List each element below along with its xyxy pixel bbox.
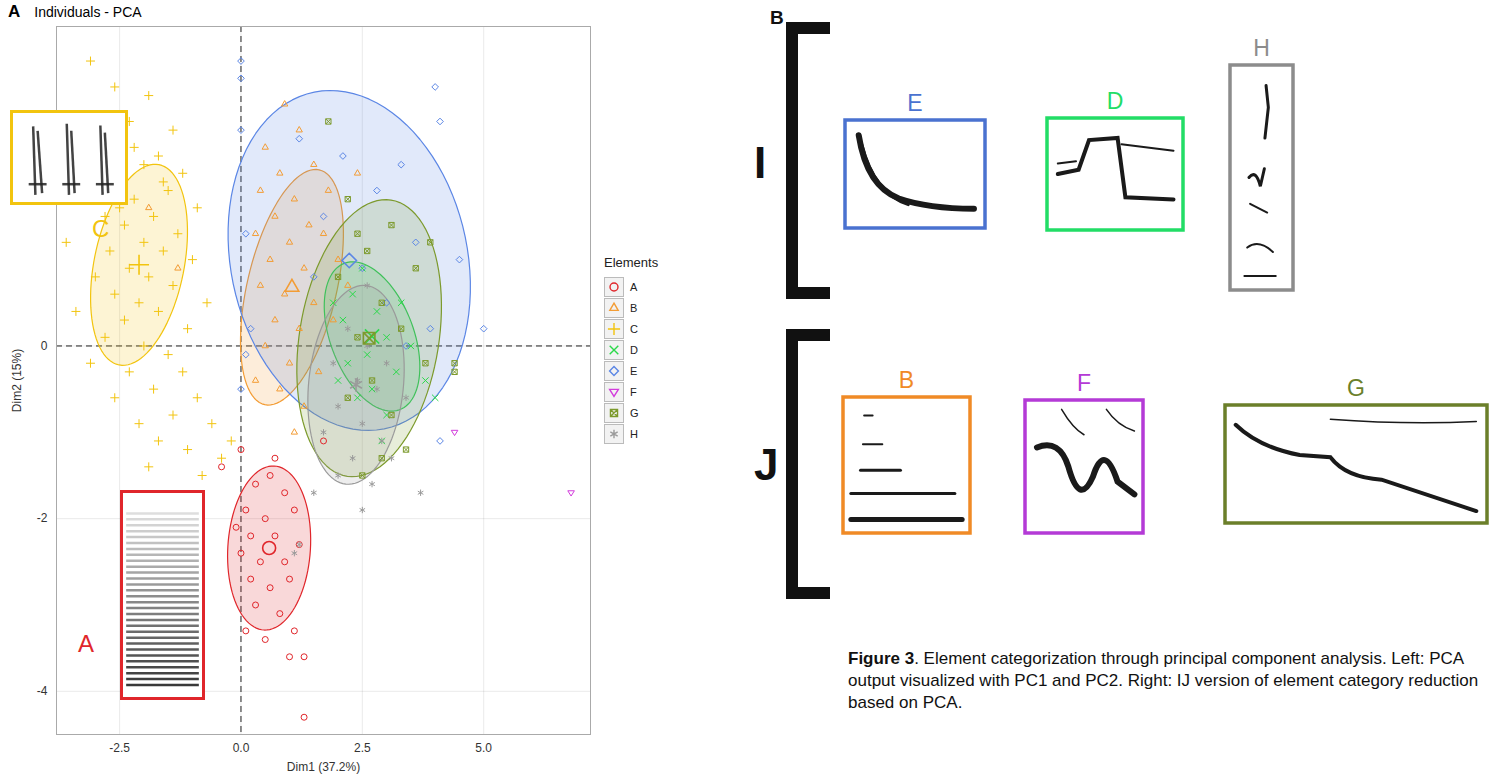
html-text:F: F [630,385,637,398]
svg-text:-4: -4 [37,684,48,698]
svg-text:F: F [1077,370,1091,396]
svg-text:D: D [1107,88,1124,114]
svg-text:0: 0 [41,339,48,353]
html-text:H: H [630,427,638,440]
svg-text:H: H [1253,35,1270,61]
svg-text:B: B [899,367,914,393]
html-text:D: D [630,343,638,356]
html-text:C: C [630,322,638,335]
html-text:Figure 3. Element categorizati: Figure 3. Element categorization through… [848,649,1479,712]
svg-text:Dim1 (37.2%): Dim1 (37.2%) [287,760,360,774]
html-text:Elements: Elements [604,255,659,270]
html-text:B: B [630,301,638,314]
svg-text:B: B [770,7,784,28]
svg-text:-2: -2 [37,511,48,525]
html-text:A: A [78,630,94,657]
svg-text:5.0: 5.0 [475,741,492,755]
html-text:Individuals - PCA: Individuals - PCA [34,4,142,20]
svg-text:-2.5: -2.5 [109,741,130,755]
html-text:A: A [630,280,638,293]
svg-text:G: G [1347,375,1365,401]
svg-text:J: J [754,440,778,489]
svg-text:Dim2 (15%): Dim2 (15%) [10,349,24,412]
html-text:A: A [8,2,21,21]
svg-text:2.5: 2.5 [354,741,371,755]
html-text:C: C [92,215,110,242]
svg-text:I: I [754,138,766,187]
html-text:E: E [630,364,638,377]
svg-text:0.0: 0.0 [233,741,250,755]
html-text:G: G [630,406,639,419]
svg-text:E: E [907,90,922,116]
